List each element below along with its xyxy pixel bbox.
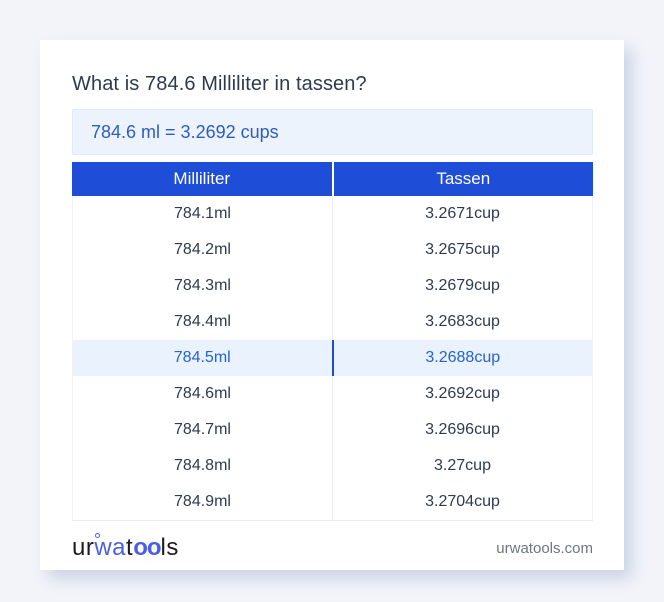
cup-cell[interactable]: 3.2683cup (425, 313, 500, 330)
table-row[interactable]: 784.9ml 3.2704cup (73, 484, 592, 520)
cup-cell[interactable]: 3.27cup (434, 457, 491, 474)
ml-cell[interactable]: 784.1ml (73, 196, 333, 232)
card-footer: ur watools urwatools.com (72, 530, 593, 566)
site-domain-text: urwatools.com (496, 539, 593, 557)
converter-card: What is 784.6 Milliliter in tassen? 784.… (40, 40, 624, 570)
table-row[interactable]: 784.2ml 3.2675cup (73, 232, 592, 268)
ml-cell[interactable]: 784.9ml (73, 484, 333, 520)
conversion-result-text: 784.6 ml = 3.2692 cups (91, 122, 279, 142)
ml-cell[interactable]: 784.8ml (73, 448, 333, 484)
cup-cell[interactable]: 3.2696cup (425, 421, 500, 438)
ml-cell[interactable]: 784.6ml (73, 376, 333, 412)
urwatools-logo[interactable]: ur watools (72, 533, 179, 562)
logo-text-ur: ur (72, 534, 95, 561)
conversion-result-box: 784.6 ml = 3.2692 cups (72, 109, 593, 155)
cup-cell[interactable]: 3.2704cup (425, 493, 500, 510)
cup-cell[interactable]: 3.2688cup (425, 349, 501, 366)
table-row[interactable]: 784.3ml 3.2679cup (73, 268, 592, 304)
table-header-row: Milliliter Tassen (72, 162, 593, 196)
conversion-table: Milliliter Tassen 784.1ml 3.2671cup 784.… (72, 162, 593, 521)
table-row[interactable]: 784.1ml 3.2671cup (73, 196, 592, 232)
table-row[interactable]: 784.6ml 3.2692cup (73, 376, 592, 412)
cup-cell[interactable]: 3.2671cup (425, 205, 500, 222)
ml-cell[interactable]: 784.5ml (73, 340, 334, 376)
cup-cell[interactable]: 3.2675cup (425, 241, 500, 258)
logo-text-t: t (126, 534, 134, 561)
table-row[interactable]: 784.7ml 3.2696cup (73, 412, 592, 448)
logo-text-wa: wa (94, 534, 127, 561)
logo-ring-icon (95, 533, 101, 538)
table-row[interactable]: 784.4ml 3.2683cup (73, 304, 592, 340)
ml-cell[interactable]: 784.3ml (73, 268, 333, 304)
column-header-tassen: Tassen (436, 169, 491, 188)
table-body: 784.1ml 3.2671cup 784.2ml 3.2675cup 784.… (72, 196, 593, 521)
page-title: What is 784.6 Milliliter in tassen? (72, 73, 367, 95)
table-row[interactable]: 784.8ml 3.27cup (73, 448, 592, 484)
logo-text-ls: ls (160, 534, 179, 561)
column-header-milliliter: Milliliter (72, 162, 334, 196)
ml-cell[interactable]: 784.4ml (73, 304, 333, 340)
ml-cell[interactable]: 784.2ml (73, 232, 333, 268)
cup-cell[interactable]: 3.2692cup (425, 385, 500, 402)
cup-cell[interactable]: 3.2679cup (425, 277, 500, 294)
table-row-highlighted[interactable]: 784.5ml 3.2688cup (73, 340, 592, 376)
ml-cell[interactable]: 784.7ml (73, 412, 333, 448)
logo-glasses-icon: oo (133, 534, 161, 561)
